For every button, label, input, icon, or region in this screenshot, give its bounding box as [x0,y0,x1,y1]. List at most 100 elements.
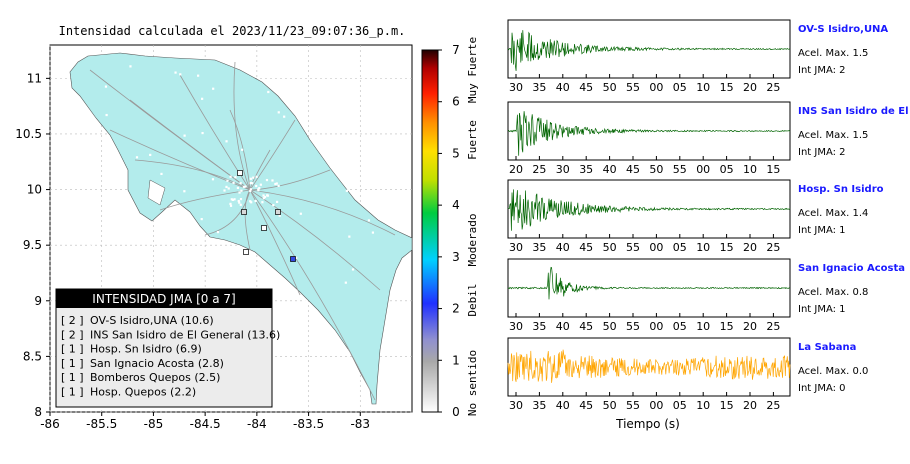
nicoya-gulf [147,179,166,206]
legend-box [55,288,273,408]
waveform-tick-label: 30 [509,81,523,94]
town-marker [215,286,218,289]
town-marker [329,118,332,121]
waveform-station-name: OV-S Isidro,UNA [798,24,888,35]
town-marker [236,186,240,190]
waveform-tick-label: 30 [509,320,523,333]
waveform-tick-label: 10 [696,241,710,254]
town-marker [240,189,243,192]
waveform-tick-label: 15 [720,241,734,254]
colorbar-tick-label: 6 [452,95,460,109]
colorbar-class-label: Muy Fuerte [466,37,479,103]
town-marker [183,134,186,137]
road [249,119,296,191]
colorbar-ticks: 7 6 5 4 3 2 1 0 [438,43,460,419]
road [249,189,381,291]
map-tick-label-x: -86 [40,417,60,431]
waveform-station-name: Hosp. Sn Isidro [798,184,884,195]
town-marker [249,177,252,180]
waveform-tick-label: 40 [556,320,570,333]
town-marker [148,253,152,256]
map-tick-label-y: 8 [34,405,42,419]
map-tick-label-y: 8.5 [23,349,42,363]
waveform-station-name: INS San Isidro de El Ge [798,106,910,117]
town-marker [95,175,98,178]
waveform-tick-label: 10 [696,399,710,412]
waveform-jma: Int JMA: 2 [798,147,846,158]
town-marker [216,231,220,234]
waveform-tick-label: 20 [743,81,757,94]
road [249,189,396,236]
waveform-tick-label: 25 [766,399,780,412]
town-marker [250,182,254,185]
road [129,99,251,191]
waveform-tick-label: 05 [720,163,734,176]
town-marker [351,268,355,271]
costa-rica-landmass [69,52,413,405]
waveform-tick-label: 10 [696,320,710,333]
town-marker [299,212,302,215]
waveform-jma: Int JMA: 1 [798,225,846,236]
town-marker [277,184,280,187]
waveform-tick-label: 40 [603,163,617,176]
town-marker [230,198,233,201]
town-marker [231,198,235,201]
map-tick-label-x: -85 [144,417,164,431]
station-marker [243,249,249,255]
waveform-tick-label: 05 [673,81,687,94]
road [249,169,331,191]
town-marker [278,214,281,217]
waveform-accel-max: Acel. Max. 1.4 [798,208,868,219]
colorbar-scale [421,49,439,413]
intensity-legend: INTENSIDAD JMA [0 a 7] [ 2 ] OV-S Isidro,… [55,288,280,408]
town-marker [227,187,230,190]
town-marker [263,195,267,199]
town-marker [252,176,255,179]
town-marker [238,191,241,194]
town-marker [262,197,265,200]
town-marker [259,183,262,186]
station-marker [237,170,243,176]
waveform-station-name: La Sabana [798,342,856,353]
waveform-tick-label: 30 [556,163,570,176]
town-marker [160,172,163,176]
road [134,159,251,191]
waveform-tick-label: 55 [626,81,640,94]
waveform-panel: 30 35 40 45 50 55 00 05 10 15 20 25 Hosp. Sn Isidro A… [507,179,884,254]
legend-header [56,289,272,308]
legend-item-label: Hosp. Sn Isidro (6.9) [90,343,202,356]
legend-item-value: [ 2 ] [61,328,84,341]
waveform-station-name: San Ignacio Acosta [798,263,905,274]
town-marker [211,178,215,181]
waveform-tick-label: 45 [579,241,593,254]
waveform-trace [507,266,791,300]
town-marker [250,201,253,204]
waveform-tick-label: 25 [766,320,780,333]
town-marker [229,202,232,205]
town-marker [237,199,240,203]
waveform-panel: 30 35 40 45 50 55 00 05 10 15 20 25 OV-S Isidro,UNA A… [507,19,888,94]
colorbar-class-label: Moderado [466,214,479,267]
town-marker [174,71,177,74]
town-marker [257,189,260,192]
town-marker [135,262,138,265]
town-marker [229,204,233,207]
waveform-tick-label: 45 [626,163,640,176]
waveform-tick-label: 35 [532,241,546,254]
town-marker [275,200,279,204]
town-marker [239,182,242,185]
town-marker [149,153,152,157]
waveform-tick-label: 05 [673,320,687,333]
waveform-tick-label: 00 [649,81,663,94]
town-marker [283,115,286,118]
station-marker [261,225,267,231]
town-marker [99,171,102,174]
town-marker [201,97,204,100]
town-marker [316,339,319,342]
legend-item-label: Hosp. Quepos (2.2) [90,386,196,399]
town-marker [201,131,204,135]
station-markers [237,170,296,262]
map-tick-label-y: 10 [27,183,42,197]
town-marker [265,178,269,182]
